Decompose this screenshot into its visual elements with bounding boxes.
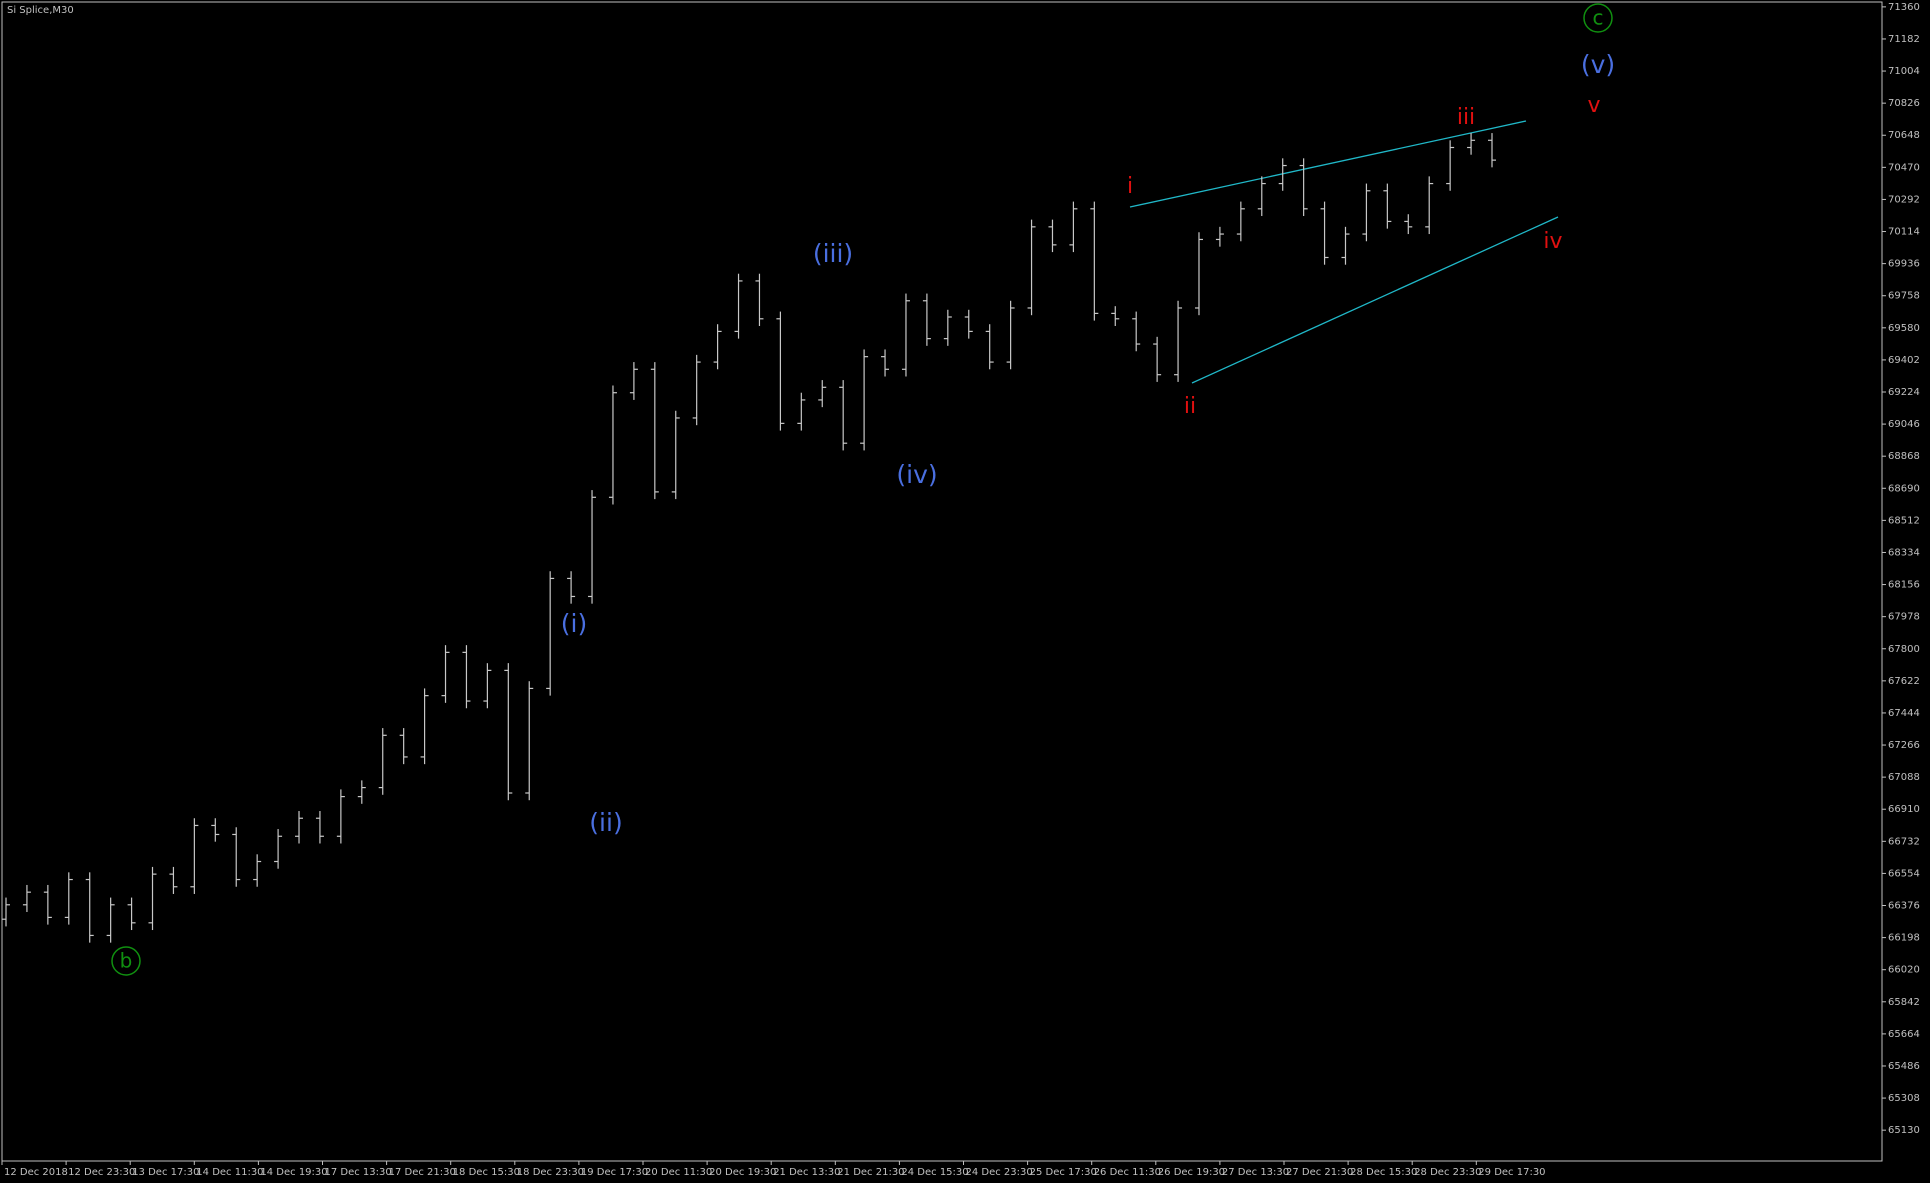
x-tick-label: 29 Dec 17:30: [1478, 1167, 1545, 1178]
y-tick-label: 69046: [1888, 419, 1920, 430]
y-tick-label: 70470: [1888, 162, 1920, 173]
x-tick-label: 20 Dec 19:30: [709, 1167, 776, 1178]
wave-label: v: [1587, 93, 1600, 118]
x-tick-label: 18 Dec 23:30: [517, 1167, 584, 1178]
trendline-lower: [1191, 216, 1559, 384]
y-tick-label: 65842: [1888, 997, 1920, 1008]
y-tick-label: 67444: [1888, 708, 1920, 719]
x-tick-label: 24 Dec 15:30: [901, 1167, 968, 1178]
y-tick-label: 67978: [1888, 612, 1920, 623]
x-tick-label: 17 Dec 21:30: [389, 1167, 456, 1178]
annotation-circle: [111, 946, 141, 976]
x-tick-label: 12 Dec 23:30: [68, 1167, 135, 1178]
x-tick-label: 18 Dec 15:30: [453, 1167, 520, 1178]
x-tick-label: 14 Dec 11:30: [196, 1167, 263, 1178]
y-tick-label: 70826: [1888, 98, 1920, 109]
y-tick-label: 69936: [1888, 259, 1920, 270]
x-tick-label: 27 Dec 13:30: [1222, 1167, 1289, 1178]
x-tick-label: 14 Dec 19:30: [260, 1167, 327, 1178]
y-tick-label: 66910: [1888, 804, 1920, 815]
y-tick-label: 66376: [1888, 901, 1920, 912]
x-tick-label: 20 Dec 11:30: [645, 1167, 712, 1178]
y-tick-label: 68156: [1888, 580, 1920, 591]
x-tick-label: 19 Dec 17:30: [581, 1167, 648, 1178]
x-tick-label: 26 Dec 19:30: [1158, 1167, 1225, 1178]
y-tick-label: 65486: [1888, 1061, 1920, 1072]
y-tick-label: 69402: [1888, 355, 1920, 366]
x-tick-label: 21 Dec 13:30: [773, 1167, 840, 1178]
y-tick-label: 70292: [1888, 194, 1920, 205]
plot-frame: [1, 1, 1883, 1162]
y-tick-label: 66554: [1888, 868, 1920, 879]
y-tick-label: 66732: [1888, 836, 1920, 847]
y-tick-label: 66020: [1888, 965, 1920, 976]
wave-label: (ii): [589, 808, 622, 837]
chart-title: Si Splice,M30: [7, 5, 74, 16]
y-tick-label: 67088: [1888, 772, 1920, 783]
wave-label: ii: [1184, 394, 1196, 419]
wave-label: b: [120, 949, 133, 973]
y-tick-label: 69758: [1888, 291, 1920, 302]
x-tick-label: 21 Dec 21:30: [837, 1167, 904, 1178]
x-tick-label: 13 Dec 17:30: [132, 1167, 199, 1178]
x-tick-label: 12 Dec 2018: [4, 1167, 68, 1178]
y-tick-label: 65308: [1888, 1093, 1920, 1104]
y-tick-label: 68868: [1888, 451, 1920, 462]
wave-label: (iv): [896, 460, 937, 489]
x-tick-label: 27 Dec 21:30: [1286, 1167, 1353, 1178]
y-tick-label: 71004: [1888, 66, 1920, 77]
trendline-upper: [1129, 120, 1527, 208]
wave-label: iv: [1543, 229, 1562, 254]
wave-label: (i): [561, 609, 587, 638]
wave-label: (v): [1581, 50, 1615, 79]
y-tick-label: 68690: [1888, 483, 1920, 494]
wave-label: iii: [1457, 105, 1475, 130]
y-tick-label: 65130: [1888, 1125, 1920, 1136]
x-tick-label: 28 Dec 23:30: [1414, 1167, 1481, 1178]
y-tick-label: 69224: [1888, 387, 1920, 398]
x-tick-label: 17 Dec 13:30: [325, 1167, 392, 1178]
x-tick-label: 24 Dec 23:30: [966, 1167, 1033, 1178]
y-tick-label: 69580: [1888, 323, 1920, 334]
x-tick-label: 26 Dec 11:30: [1094, 1167, 1161, 1178]
wave-label: c: [1593, 6, 1604, 30]
y-tick-label: 70114: [1888, 227, 1920, 238]
y-tick-label: 66198: [1888, 933, 1920, 944]
y-tick-label: 67622: [1888, 676, 1920, 687]
x-tick-label: 28 Dec 15:30: [1350, 1167, 1417, 1178]
annotation-circle: [1583, 3, 1613, 33]
y-tick-label: 68334: [1888, 547, 1920, 558]
wave-label: (iii): [813, 239, 853, 268]
wave-label: i: [1127, 174, 1133, 199]
y-tick-label: 70648: [1888, 130, 1920, 141]
y-tick-label: 71360: [1888, 2, 1920, 13]
y-tick-label: 71182: [1888, 34, 1920, 45]
y-tick-label: 68512: [1888, 515, 1920, 526]
y-tick-label: 65664: [1888, 1029, 1920, 1040]
y-tick-label: 67800: [1888, 644, 1920, 655]
y-tick-label: 67266: [1888, 740, 1920, 751]
x-tick-label: 25 Dec 17:30: [1030, 1167, 1097, 1178]
